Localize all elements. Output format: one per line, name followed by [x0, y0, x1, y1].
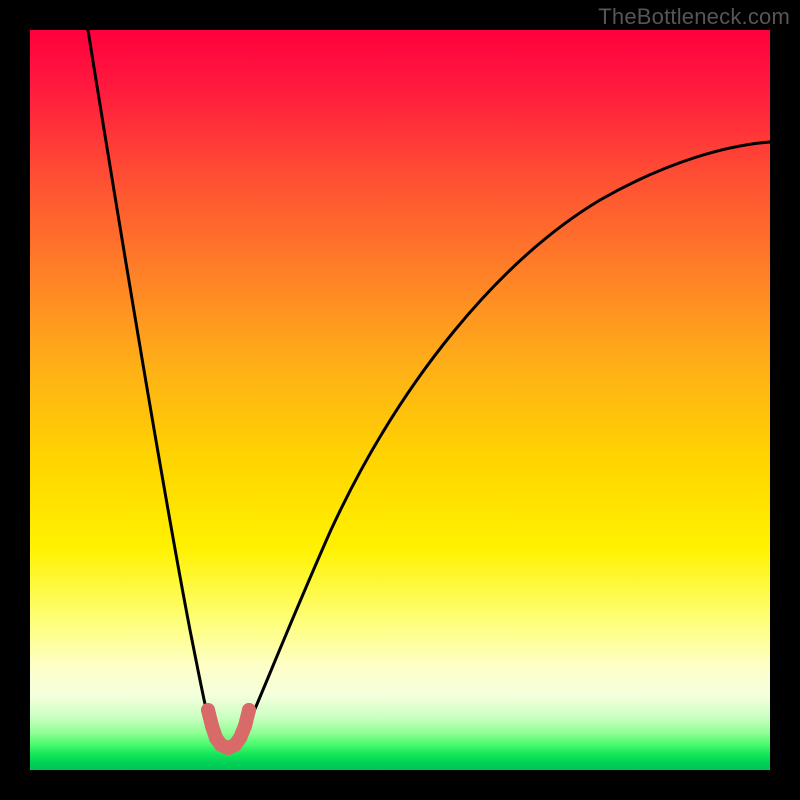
watermark-label: TheBottleneck.com [598, 4, 790, 30]
valley-highlight-marker [233, 731, 247, 745]
chart-plot [30, 30, 770, 770]
gradient-background [30, 30, 770, 770]
valley-highlight-marker [238, 719, 252, 733]
valley-highlight-marker [201, 703, 215, 717]
valley-highlight-marker [205, 719, 219, 733]
chart-stage: TheBottleneck.com [0, 0, 800, 800]
valley-highlight-marker [242, 703, 256, 717]
